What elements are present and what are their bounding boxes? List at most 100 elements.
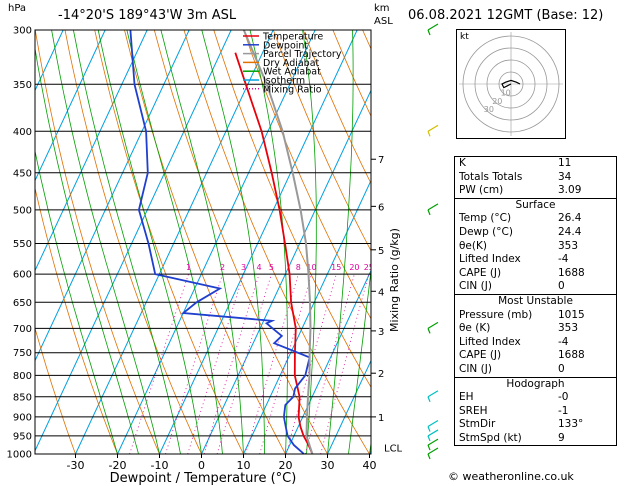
index-key: Totals Totals <box>459 170 523 183</box>
hodograph-ring-label: 20 <box>492 97 502 106</box>
credit-label: © weatheronline.co.uk <box>448 470 574 483</box>
pressure-tick-label: 500 <box>13 205 32 216</box>
pressure-tick-label: 1000 <box>7 450 32 461</box>
wind-barb-flag <box>427 131 431 137</box>
surface-value: -4 <box>558 253 569 266</box>
x-tick-label: 40 <box>363 459 377 472</box>
mixing-ratio-line <box>187 273 244 454</box>
series-temperature <box>234 52 314 454</box>
isotherm-line <box>285 269 371 454</box>
surface-key: CIN (J) <box>459 280 492 293</box>
hodograph-ring-label: 30 <box>484 105 494 114</box>
pressure-tick-label: 300 <box>13 26 32 37</box>
hodograph-stat-row: StmDir 133° <box>455 418 616 432</box>
wind-barb-flag <box>427 453 431 460</box>
most-unstable-value: 0 <box>558 362 565 375</box>
most-unstable-value: 1015 <box>558 308 585 321</box>
pressure-tick-label: 750 <box>13 348 32 359</box>
most-unstable-row: θe (K) 353 <box>455 322 616 336</box>
hodograph-stat-value: -1 <box>558 404 569 417</box>
km-tick-label: 6 <box>378 202 384 213</box>
lcl-label: LCL <box>384 444 403 455</box>
hodograph-stat-row: EH -0 <box>455 391 616 405</box>
index-value: 3.09 <box>558 184 582 197</box>
location-label: -14°20'S 189°43'W 3m ASL <box>58 8 237 23</box>
wind-barb <box>427 23 439 31</box>
km-tick-label: 3 <box>378 327 384 338</box>
pressure-tick-label: 800 <box>13 371 32 382</box>
mixing-ratio-line <box>259 273 312 454</box>
surface-value: 0 <box>558 280 565 293</box>
legend-label: Dry Adiabat <box>263 58 320 69</box>
pressure-unit-label: hPa <box>8 3 27 14</box>
surface-row: θe(K) 353 <box>455 240 616 254</box>
surface-row: Temp (°C) 26.4 <box>455 212 616 226</box>
x-tick-label: -20 <box>109 459 127 472</box>
most-unstable-key: Lifted Index <box>459 335 521 348</box>
x-tick-label: -10 <box>151 459 169 472</box>
pressure-tick-label: 950 <box>13 431 32 442</box>
isotherm-line <box>35 30 106 182</box>
most-unstable-value: -4 <box>558 335 569 348</box>
most-unstable-title: Most Unstable <box>455 293 616 309</box>
hodograph-trace <box>501 79 521 89</box>
wind-barb-flag <box>427 328 431 334</box>
hodograph-stat-row: SREH -1 <box>455 405 616 419</box>
hodograph-stat-key: StmDir <box>459 418 496 431</box>
wet-adiabat <box>73 30 181 454</box>
hodograph-ring-label: 10 <box>501 88 511 97</box>
legend-label: Temperature <box>262 32 323 43</box>
hodograph-stat-row: StmSpd (kt) 9 <box>455 432 616 446</box>
most-unstable-key: θe (K) <box>459 322 491 335</box>
index-value: 11 <box>558 157 572 169</box>
x-axis-label: Dewpoint / Temperature (°C) <box>110 471 297 486</box>
hodograph-title: Hodograph <box>455 376 616 392</box>
wind-barb-flag <box>427 396 431 402</box>
mixing-ratio-line <box>203 273 260 454</box>
hodograph-stat-value: 133° <box>558 418 584 431</box>
most-unstable-key: CIN (J) <box>459 362 492 375</box>
surface-row: CAPE (J) 1688 <box>455 267 616 281</box>
most-unstable-row: CIN (J) 0 <box>455 363 616 377</box>
surface-key: θe(K) <box>459 239 487 252</box>
wet-adiabat <box>97 30 202 454</box>
x-tick-label: -30 <box>67 459 85 472</box>
isotherm-line <box>243 179 371 454</box>
asl-label: ASL <box>374 16 393 27</box>
wind-barb-flag <box>427 426 431 432</box>
surface-value: 353 <box>558 239 579 252</box>
mixing-ratio-label: 15 <box>331 263 341 272</box>
isotherm-line <box>75 30 274 454</box>
pressure-tick-label: 850 <box>13 392 32 403</box>
mixing-ratio-label: 4 <box>257 263 262 272</box>
isotherm-line <box>35 30 190 362</box>
wind-barb <box>427 390 439 398</box>
mixing-ratio-line <box>216 273 272 454</box>
pressure-tick-label: 400 <box>13 127 32 138</box>
wind-barb <box>427 420 439 428</box>
wind-barb-flag <box>427 209 431 216</box>
most-unstable-value: 353 <box>558 322 579 335</box>
wind-barb <box>427 438 439 446</box>
mixing-ratio-label: 8 <box>296 263 301 272</box>
surface-row: Dewp (°C) 24.4 <box>455 226 616 240</box>
dry-adiabat <box>272 30 371 252</box>
legend-label: Dewpoint <box>263 40 308 51</box>
km-tick-label: 2 <box>378 369 384 380</box>
isotherm-line <box>327 359 371 454</box>
dry-adiabat <box>302 30 371 185</box>
wind-barb <box>427 124 439 132</box>
pressure-tick-label: 450 <box>13 168 32 179</box>
pressure-tick-label: 650 <box>13 298 32 309</box>
x-tick-label: 20 <box>279 459 293 472</box>
most-unstable-row: Lifted Index -4 <box>455 336 616 350</box>
most-unstable-value: 1688 <box>558 349 585 362</box>
pressure-tick-label: 600 <box>13 270 32 281</box>
surface-title: Surface <box>455 197 616 213</box>
legend-label: Isotherm <box>263 76 305 87</box>
surface-key: Dewp (°C) <box>459 225 513 238</box>
most-unstable-key: CAPE (J) <box>459 349 502 362</box>
x-tick-label: 10 <box>237 459 251 472</box>
km-tick-label: 1 <box>378 413 384 424</box>
